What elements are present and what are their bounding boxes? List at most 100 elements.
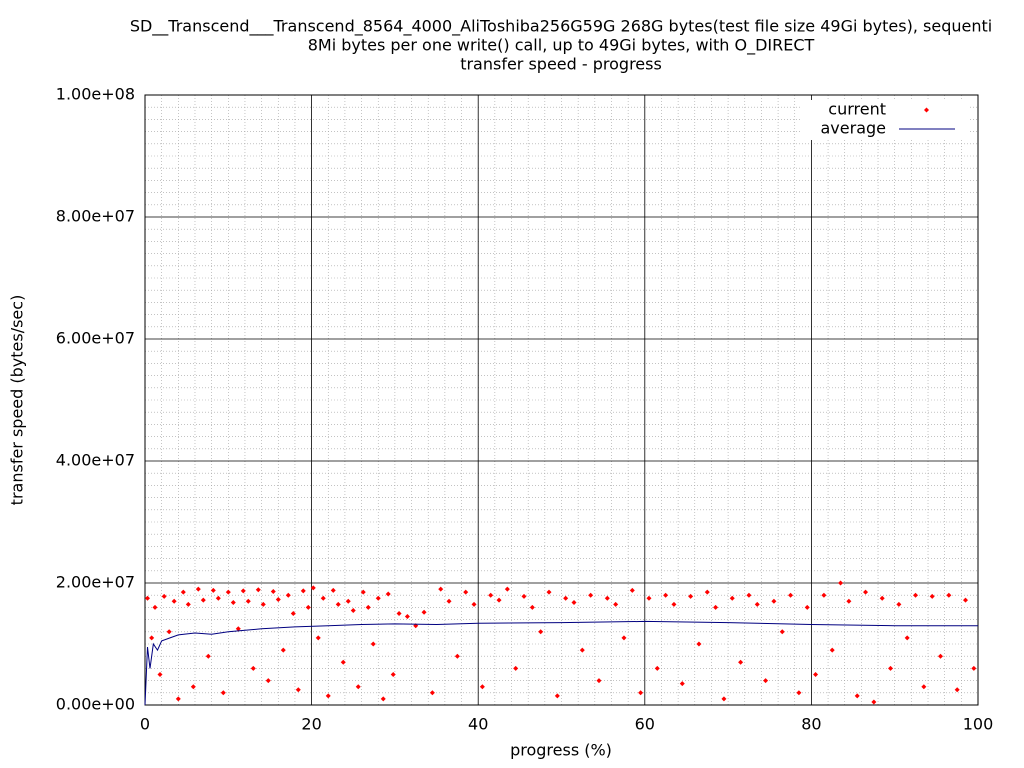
point (571, 600, 577, 606)
point (220, 690, 226, 696)
point (796, 690, 802, 696)
point (240, 588, 246, 594)
point (275, 596, 281, 602)
point (245, 598, 251, 604)
point (838, 580, 844, 586)
plot-border (144, 94, 979, 706)
point (345, 598, 351, 604)
point (788, 592, 794, 598)
point (963, 597, 969, 603)
point (946, 592, 952, 598)
point (330, 587, 336, 593)
point (149, 635, 155, 641)
point (771, 598, 777, 604)
point (310, 585, 316, 591)
point (190, 684, 196, 690)
point (729, 595, 735, 601)
point (385, 591, 391, 597)
point (521, 593, 527, 599)
point (290, 611, 296, 616)
point (471, 601, 477, 607)
x-tick-label: 80 (801, 715, 821, 734)
point (365, 604, 371, 610)
point (340, 659, 346, 665)
point (538, 629, 544, 635)
point (305, 604, 311, 610)
x-tick-label: 40 (468, 715, 488, 734)
point (513, 665, 519, 671)
point (746, 592, 752, 598)
point (863, 589, 869, 595)
point (320, 595, 326, 601)
point (235, 626, 241, 632)
point (496, 597, 502, 603)
point (896, 601, 902, 607)
point (621, 635, 627, 641)
x-axis-label: progress (%) (510, 741, 612, 760)
point (629, 587, 635, 593)
point (613, 601, 619, 607)
point (421, 609, 427, 615)
point (144, 595, 150, 601)
point (671, 601, 677, 607)
point (713, 604, 719, 610)
point (390, 672, 396, 677)
point (829, 647, 835, 653)
point (813, 672, 819, 677)
point (504, 586, 510, 592)
point (210, 587, 216, 593)
point (175, 696, 181, 702)
point (260, 601, 266, 607)
title-line: 8Mi bytes per one write() call, up to 49… (308, 36, 815, 56)
point (938, 653, 944, 659)
point (295, 687, 301, 693)
point (185, 601, 191, 607)
point (821, 592, 827, 598)
point (663, 592, 669, 598)
point (554, 693, 560, 699)
point (604, 595, 610, 601)
point (195, 586, 201, 592)
point (488, 592, 494, 598)
point (463, 589, 469, 595)
point (404, 614, 410, 620)
point (479, 684, 485, 690)
point (804, 604, 810, 610)
average-line (144, 620, 978, 706)
point (646, 595, 652, 601)
point (355, 684, 361, 690)
point (721, 696, 727, 702)
point (396, 611, 402, 616)
point (161, 593, 167, 599)
point (270, 589, 276, 595)
y-tick-label: 1.00e+08 (56, 85, 135, 104)
point (738, 659, 744, 665)
point (280, 647, 286, 653)
point (225, 589, 231, 595)
point (380, 696, 386, 702)
y-tick-label: 2.00e+07 (56, 573, 135, 592)
point (754, 601, 760, 607)
y-tick-label: 8.00e+07 (56, 207, 135, 226)
point (888, 665, 894, 671)
y-axis-label: transfer speed (bytes/sec) (8, 295, 27, 506)
point (921, 684, 927, 690)
point (370, 641, 376, 647)
point (265, 678, 271, 684)
point (429, 690, 435, 696)
point (285, 592, 291, 598)
point (315, 635, 321, 641)
point (205, 653, 211, 659)
point (360, 589, 366, 595)
title-line: SD__Transcend___Transcend_8564_4000_AliT… (130, 17, 992, 37)
point (546, 589, 552, 595)
legend-label: average (821, 119, 887, 138)
point (230, 600, 236, 606)
point (446, 598, 452, 604)
point (180, 589, 186, 595)
point (438, 586, 444, 592)
y-tick-label: 6.00e+07 (56, 329, 135, 348)
point (954, 687, 960, 693)
point (255, 587, 261, 593)
